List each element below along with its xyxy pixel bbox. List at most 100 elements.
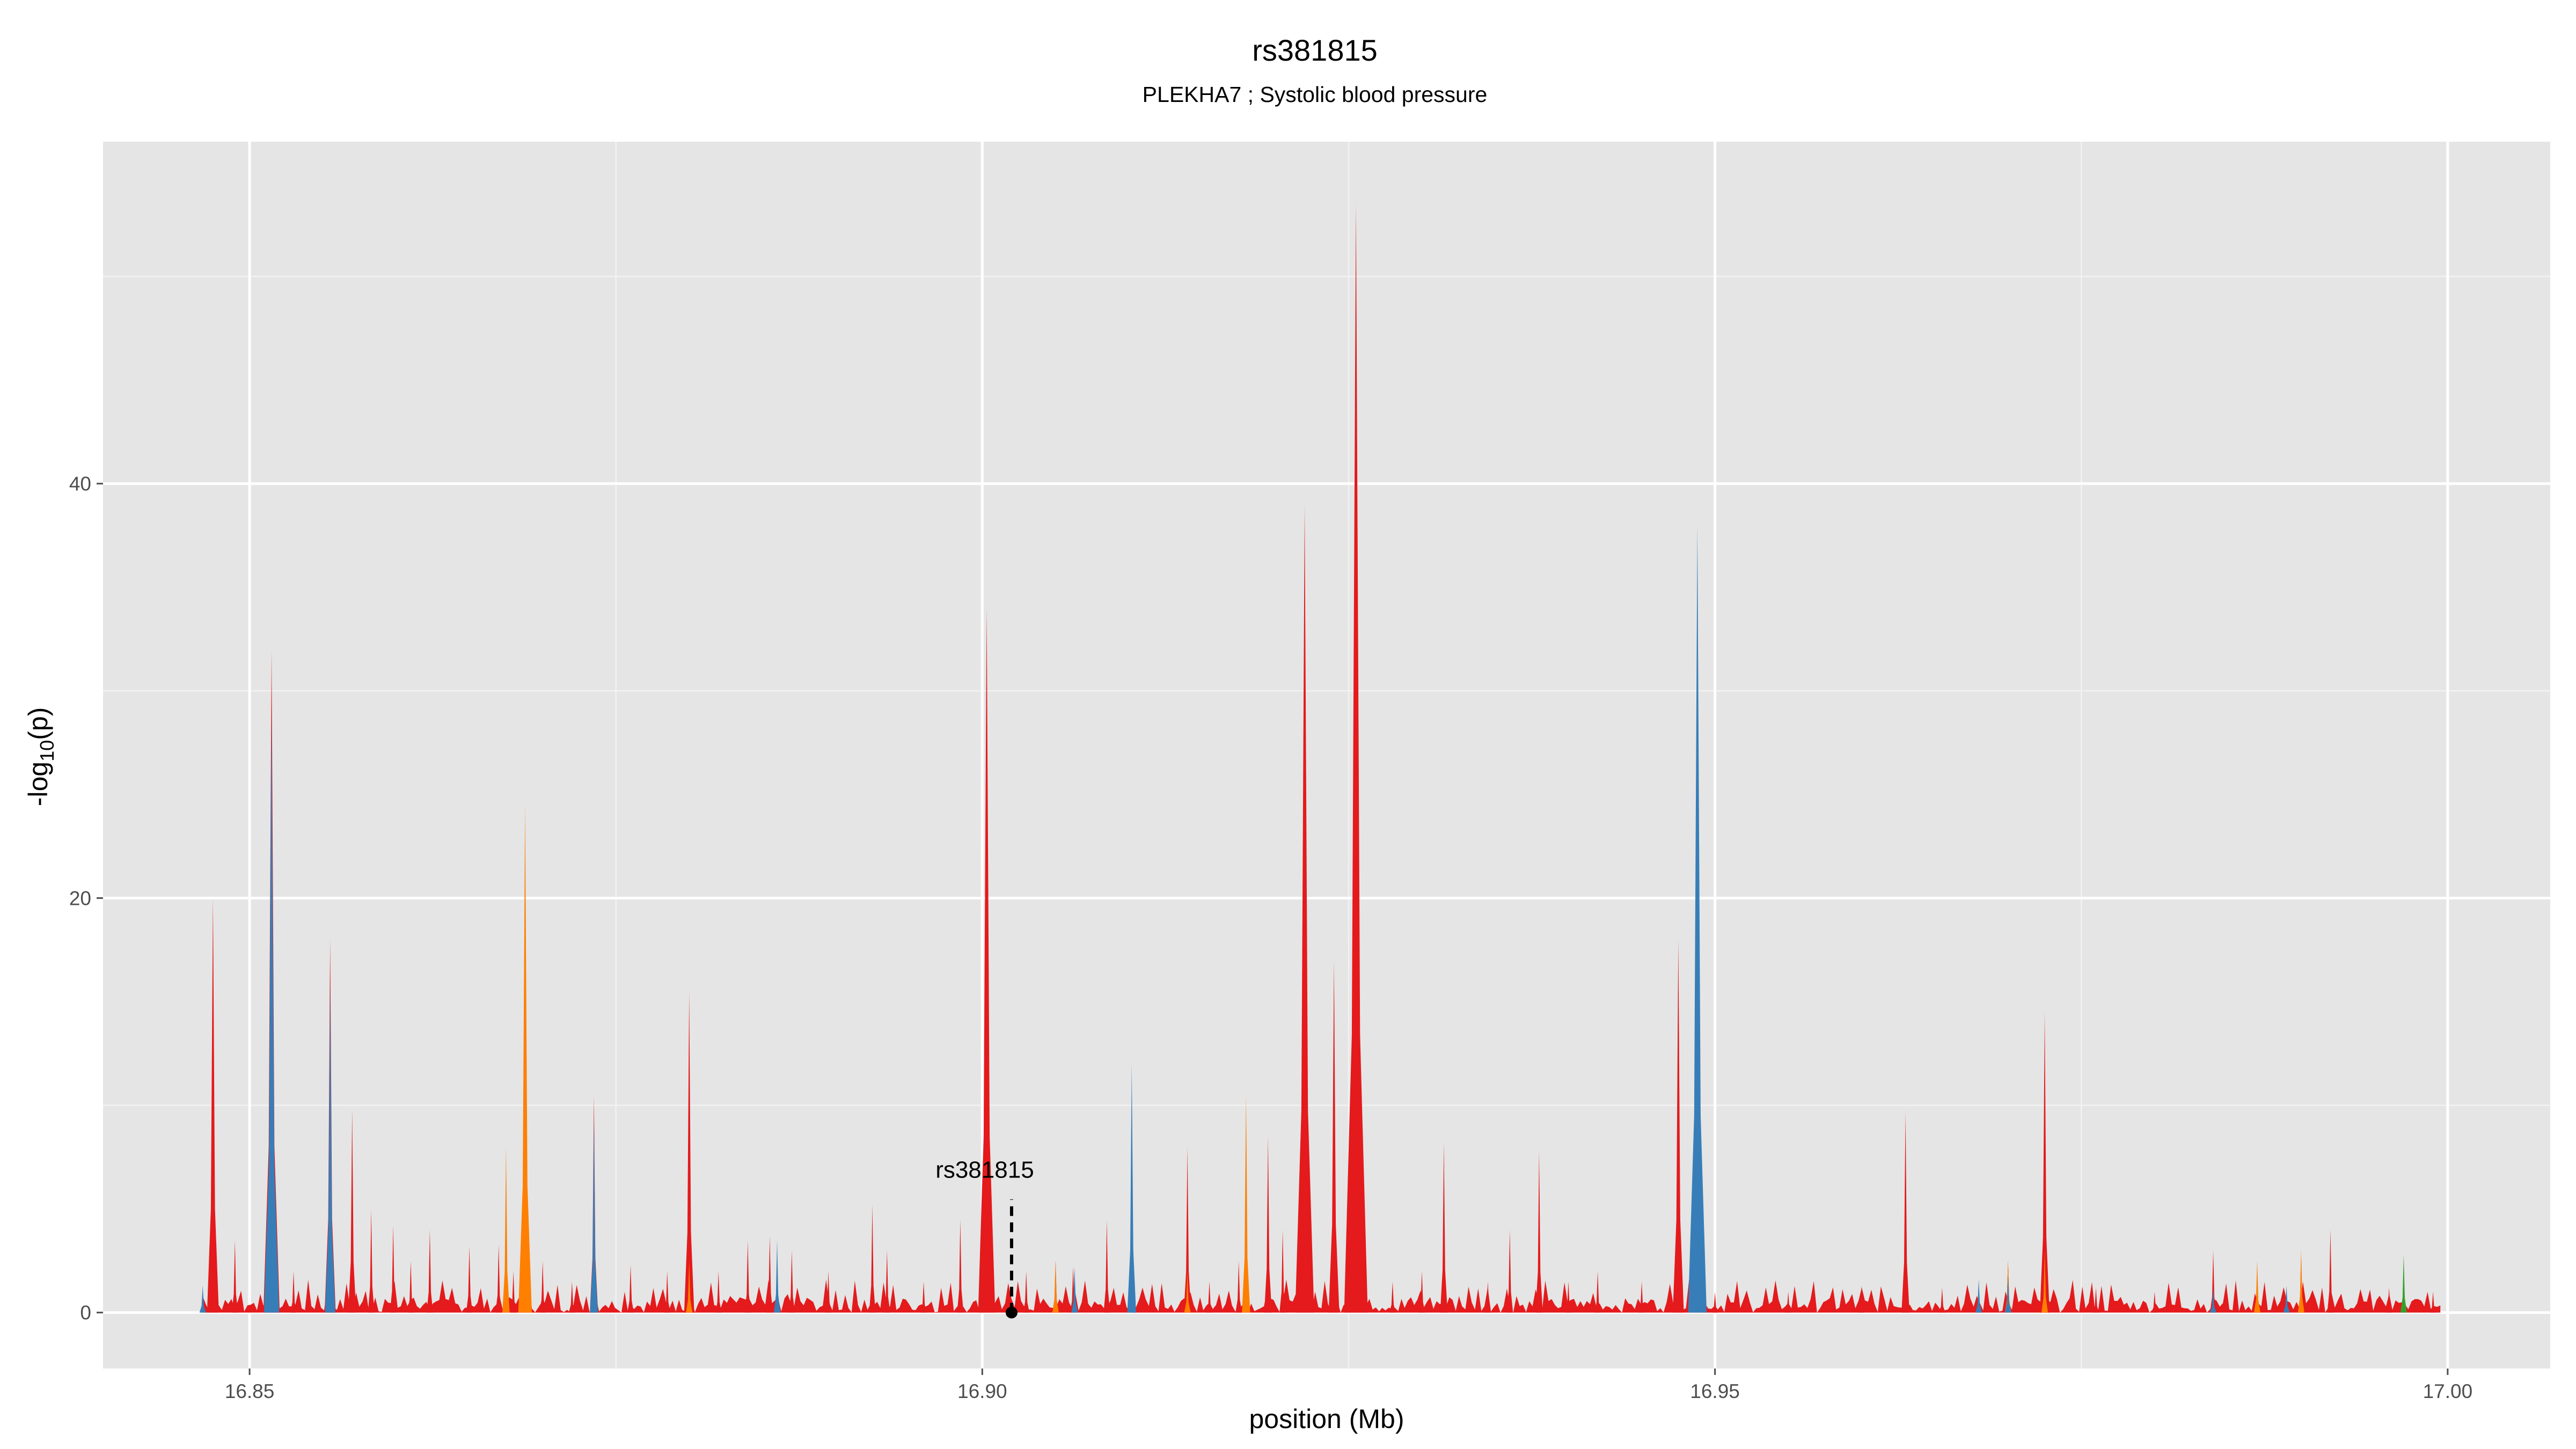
chart-title: rs381815 [1252,33,1378,67]
x-tick-label: 16.95 [1690,1380,1740,1402]
red-series-peak [788,1250,795,1313]
red-series-peak [1484,1281,1491,1313]
y-axis-title: -log10(p) [23,707,58,807]
blue-series-peak [2210,1287,2216,1313]
x-tick-label: 16.90 [957,1380,1007,1402]
orange-series-peak [1242,1095,1250,1313]
red-series-peak [1938,1287,1945,1313]
axis-layer: 16.85 16.90 16.95 17.00 0 20 40 [69,473,2472,1402]
red-series-baseline-area [202,1279,2441,1313]
red-series-peak [348,1109,356,1313]
blue-series-peak [325,980,335,1313]
red-series-peak [568,1281,575,1313]
red-series-peak [1023,1271,1030,1313]
blue-series-peak [2283,1285,2290,1313]
red-series-peak [426,1230,433,1313]
red-series-peak [1673,939,1684,1313]
red-series-peak [766,1235,773,1313]
annotation-layer: rs381815 [935,1157,1034,1319]
blue-series-peak [1688,525,1707,1313]
blue-series-peak [774,1240,780,1313]
red-series-peak [664,1271,671,1313]
red-series-peak [368,1209,375,1313]
red-series-peak [2039,1012,2050,1313]
red-series-peak [539,1261,546,1313]
red-series-peak [1344,203,1368,1313]
red-series-peak [825,1271,832,1313]
red-series-peak [869,1204,876,1313]
red-series-peak [1506,1230,1513,1313]
orange-series-peak [686,1261,693,1313]
red-series-peak [1535,1151,1543,1313]
blue-series-peak [590,1115,598,1313]
red-series-peak [1295,504,1314,1313]
red-series-peak [1638,1281,1645,1313]
red-series-peak [1858,1285,1865,1313]
red-series-peak [2327,1230,2334,1313]
chart-subtitle: PLEKHA7 ; Systolic blood pressure [1143,82,1488,107]
red-series-peak [2151,1292,2158,1313]
red-series-peak [883,1250,890,1313]
series-layer [199,203,2441,1313]
blue-series-peak [1071,1267,1078,1313]
blue-series-peak [1127,1064,1136,1313]
red-series-peak [1183,1146,1191,1313]
red-series-peak [2210,1250,2216,1313]
red-series-peak [1206,1281,1213,1313]
red-series-peak [1264,1136,1272,1313]
y-tick-label: 40 [69,473,91,495]
red-series-peak [1594,1271,1601,1313]
red-series-peak [1103,1219,1110,1313]
red-series-peak [978,608,996,1313]
orange-series-peak [1184,1271,1191,1313]
red-series-peak [1070,1267,1077,1313]
red-series-peak [2092,1287,2099,1313]
red-series-peak [407,1261,414,1313]
red-series-peak [1785,1292,1792,1313]
orange-series-peak [502,1146,510,1313]
plot-panel [103,142,2550,1368]
red-series-peak [744,1240,751,1313]
red-series-peak [684,991,694,1313]
x-axis-title: position (Mb) [1249,1404,1404,1434]
y-tick-label: 0 [80,1302,91,1324]
red-series-peak [207,898,219,1313]
grid-minor [103,142,2550,1368]
red-series-peak [1711,1292,1718,1313]
red-series-peak [390,1225,397,1313]
red-series-peak [466,1246,473,1313]
red-series-peak [290,1271,297,1313]
orange-series-peak [2297,1250,2304,1313]
y-tick-label: 20 [69,887,91,909]
orange-series-peak [2041,1250,2048,1313]
x-tick-label: 16.85 [225,1380,275,1402]
red-series-peak [1235,1261,1242,1313]
x-tick-label: 17.00 [2423,1380,2473,1402]
blue-series-peak [1975,1279,1982,1313]
red-series-peak [1440,1143,1448,1313]
red-series-peak [510,1271,517,1313]
red-series-peak [1328,960,1340,1313]
green-series-peak [2400,1254,2407,1313]
annotation-point [1005,1306,1018,1319]
red-series-peak [1565,1281,1572,1313]
grid-major [103,142,2550,1368]
red-series-peak [715,1271,722,1313]
blue-series-peak [264,711,280,1313]
red-series-peak [1418,1271,1425,1313]
blue-series-peak [199,1285,206,1313]
orange-series-peak [2253,1261,2260,1313]
red-series-peak [495,1244,502,1313]
red-series-peak [627,1264,634,1313]
red-series-peak [1389,1281,1396,1313]
red-series-peak [957,1219,964,1313]
orange-series-peak [518,804,532,1313]
red-series-peak [920,1281,927,1313]
red-series-peak [2385,1287,2392,1313]
red-series-peak [1901,1111,1909,1313]
orange-series-peak [1052,1261,1059,1313]
red-series-peak [231,1240,238,1313]
annotation-label: rs381815 [935,1157,1034,1183]
